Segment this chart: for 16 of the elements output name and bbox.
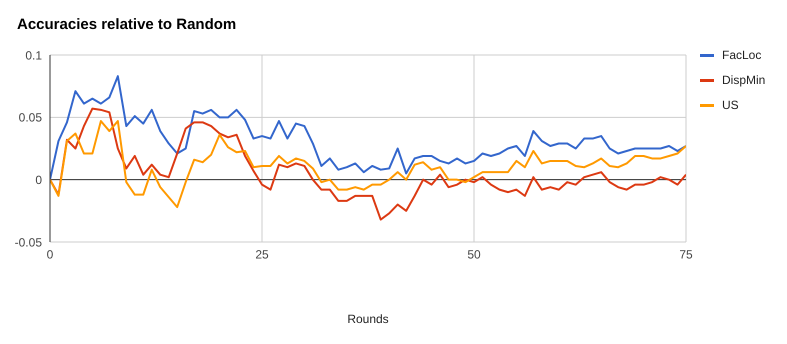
- line-series: [50, 108, 686, 221]
- x-tick-label: 50: [467, 248, 481, 262]
- y-tick-label: 0.1: [25, 48, 42, 62]
- x-tick-label: 75: [679, 248, 693, 262]
- x-tick-label: 0: [46, 248, 54, 262]
- x-axis-title: Rounds: [346, 312, 390, 326]
- legend-label: DispMin: [722, 73, 766, 87]
- x-tick-label: 25: [255, 248, 269, 262]
- chart-title: Accuracies relative to Random: [17, 16, 236, 33]
- legend-label: FacLoc: [722, 48, 762, 62]
- y-tick-label: 0: [35, 172, 42, 187]
- legend-label: US: [722, 98, 739, 112]
- line-series: [50, 75, 686, 181]
- y-tick-label: 0.05: [18, 110, 42, 125]
- y-tick-label: -0.05: [14, 235, 42, 250]
- line-series: [50, 120, 686, 208]
